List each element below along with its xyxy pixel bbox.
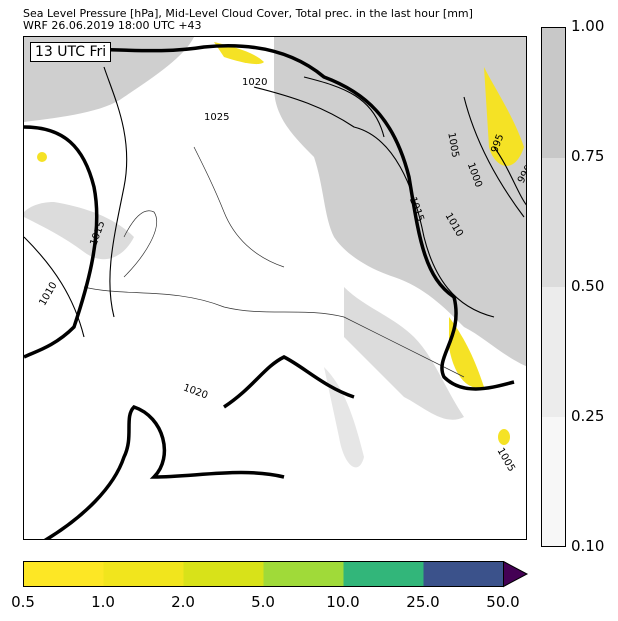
cloud-band	[542, 416, 565, 546]
cloud-tick: 1.00	[571, 17, 605, 35]
cloud-tick: 0.10	[571, 537, 605, 555]
cloud-band	[542, 157, 565, 287]
cloud-band	[542, 287, 565, 417]
precip-tick: 5.0	[251, 593, 275, 611]
cloud-tick: 0.50	[571, 277, 605, 295]
cloud-tick: 0.25	[571, 407, 605, 425]
isobar-label: 1020	[242, 77, 267, 88]
weather-map: 1020 1025 1015 1010 1005 995 1000 990 10…	[23, 36, 527, 540]
isobars-thick	[24, 44, 515, 539]
precip-tick: 25.0	[406, 593, 440, 611]
precipitation-areas	[37, 42, 524, 445]
precip-band	[263, 561, 344, 587]
precip-band	[423, 561, 504, 587]
precip-band	[103, 561, 184, 587]
cloud-cover-colorbar	[541, 27, 566, 547]
cloud-band	[542, 28, 565, 158]
precip-band	[23, 561, 104, 587]
precip-band	[343, 561, 424, 587]
isobar-label: 1010	[37, 280, 59, 308]
isobar-label: 1005	[495, 446, 517, 474]
time-label: 13 UTC Fri	[30, 42, 112, 62]
map-title: Sea Level Pressure [hPa], Mid-Level Clou…	[23, 7, 473, 20]
isobars-thin	[24, 66, 526, 338]
isobar-label: 1020	[182, 382, 210, 401]
precip-extend-arrow	[503, 561, 529, 588]
isobar-label: 990	[516, 163, 527, 185]
isobar-label: 1005	[445, 132, 460, 159]
precip-tick: 1.0	[91, 593, 115, 611]
coastlines	[83, 146, 465, 378]
precip-colorbar	[23, 561, 529, 588]
map-subtitle: WRF 26.06.2019 18:00 UTC +43	[23, 19, 202, 32]
cloud-tick: 0.75	[571, 147, 605, 165]
isobar-label: 1025	[204, 112, 229, 123]
precip-tick: 0.5	[11, 593, 35, 611]
precip-tick: 10.0	[326, 593, 360, 611]
precip-tick: 50.0	[486, 593, 520, 611]
precip-tick: 2.0	[171, 593, 195, 611]
precip-band	[183, 561, 264, 587]
cloud-cover-areas	[24, 37, 526, 468]
